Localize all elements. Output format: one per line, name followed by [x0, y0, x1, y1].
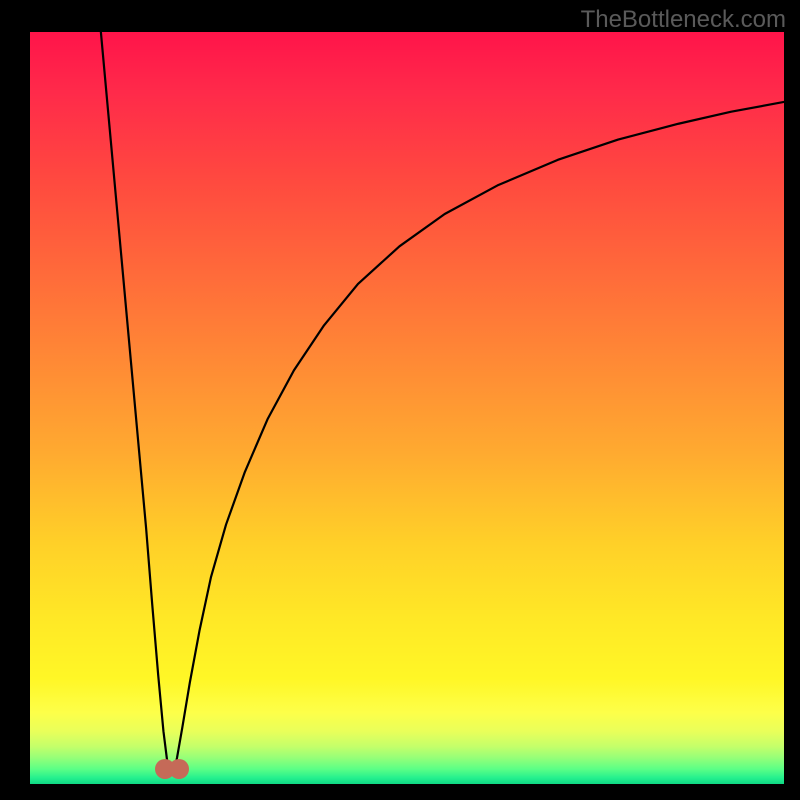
watermark-text: TheBottleneck.com: [581, 6, 786, 34]
plot-area: [30, 32, 784, 784]
bottleneck-curve: [30, 32, 784, 784]
chart-container: TheBottleneck.com: [0, 0, 800, 800]
minimum-marker: [152, 754, 192, 784]
